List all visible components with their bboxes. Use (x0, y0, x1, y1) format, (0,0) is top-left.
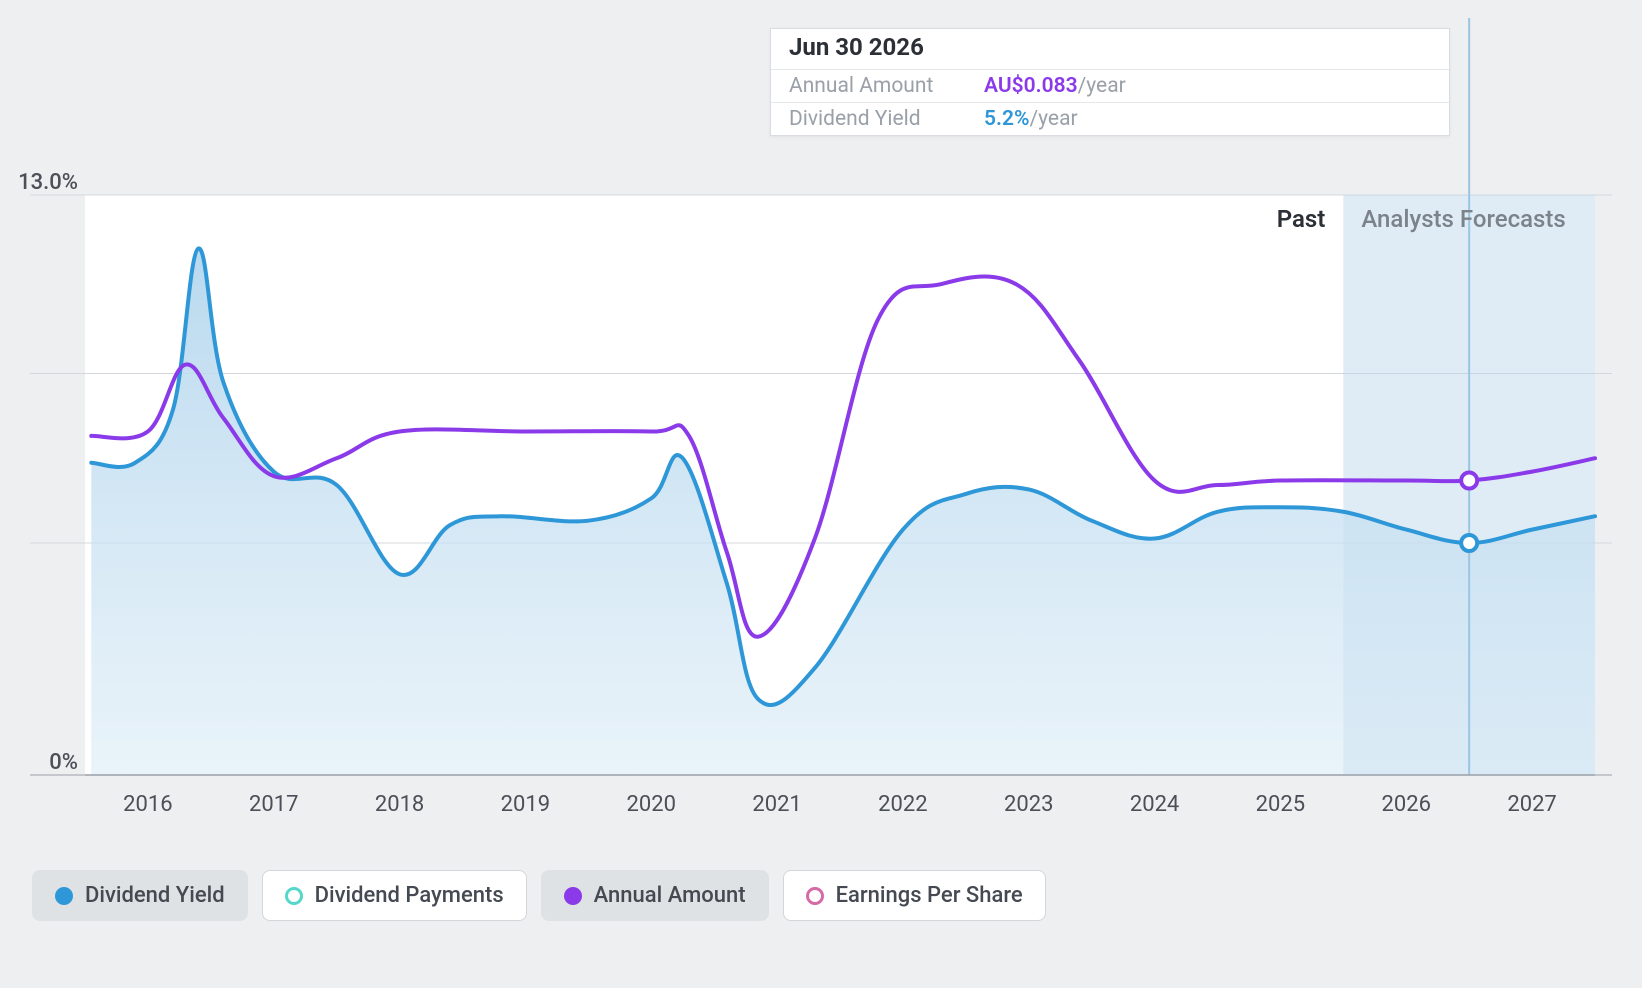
legend-item-annual-amount[interactable]: Annual Amount (541, 870, 769, 921)
legend-label: Earnings Per Share (836, 883, 1023, 908)
svg-text:2021: 2021 (752, 792, 801, 817)
chart-legend: Dividend Yield Dividend Payments Annual Am… (32, 870, 1046, 921)
legend-item-dividend-payments[interactable]: Dividend Payments (262, 870, 527, 921)
tooltip-label: Dividend Yield (789, 107, 984, 131)
legend-dot-icon (55, 887, 73, 905)
tooltip-row-annual-amount: Annual Amount AU$0.083 /year (771, 69, 1449, 102)
tooltip-row-dividend-yield: Dividend Yield 5.2% /year (771, 102, 1449, 135)
svg-text:2019: 2019 (501, 792, 550, 817)
svg-text:2025: 2025 (1256, 792, 1305, 817)
svg-text:2026: 2026 (1382, 792, 1431, 817)
legend-label: Dividend Yield (85, 883, 225, 908)
chart-tooltip: Jun 30 2026 Annual Amount AU$0.083 /year… (770, 28, 1450, 136)
tooltip-suffix: /year (1078, 74, 1126, 98)
legend-item-dividend-yield[interactable]: Dividend Yield (32, 870, 248, 921)
legend-ring-icon (285, 887, 303, 905)
svg-text:Analysts Forecasts: Analysts Forecasts (1361, 205, 1565, 233)
svg-text:2016: 2016 (123, 792, 172, 817)
tooltip-value: 5.2% (984, 107, 1029, 131)
tooltip-date: Jun 30 2026 (771, 29, 1449, 69)
svg-text:2022: 2022 (878, 792, 927, 817)
tooltip-label: Annual Amount (789, 74, 984, 98)
svg-text:2027: 2027 (1507, 792, 1556, 817)
svg-text:Past: Past (1277, 205, 1326, 233)
svg-text:2023: 2023 (1004, 792, 1053, 817)
svg-text:2024: 2024 (1130, 792, 1179, 817)
tooltip-value: AU$0.083 (984, 74, 1078, 98)
legend-ring-icon (806, 887, 824, 905)
svg-text:2017: 2017 (249, 792, 298, 817)
svg-text:0%: 0% (49, 750, 78, 775)
legend-dot-icon (564, 887, 582, 905)
svg-text:2018: 2018 (375, 792, 424, 817)
tooltip-suffix: /year (1029, 107, 1077, 131)
svg-text:13.0%: 13.0% (18, 170, 78, 195)
legend-label: Annual Amount (594, 883, 746, 908)
svg-text:2020: 2020 (627, 792, 676, 817)
legend-label: Dividend Payments (315, 883, 504, 908)
legend-item-earnings-per-share[interactable]: Earnings Per Share (783, 870, 1046, 921)
